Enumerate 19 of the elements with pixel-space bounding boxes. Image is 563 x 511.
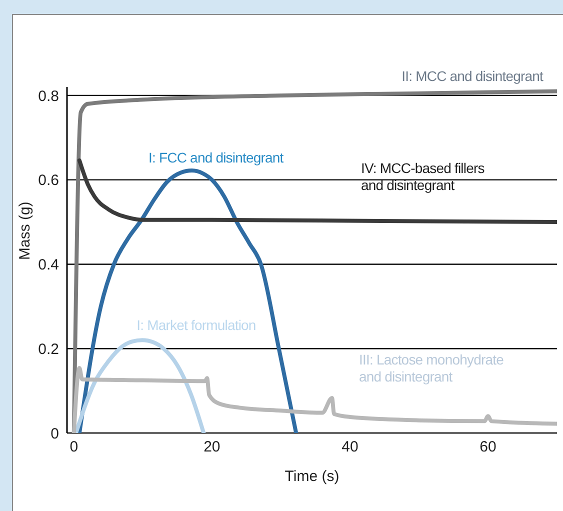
line-series [77,168,298,433]
text: III: Lactose monohydrate and disintegrant [359,352,504,385]
x-axis-title: Time (s) [284,468,340,485]
x-tick-label: 40 [342,438,358,456]
y-axis-title: Mass (g) [16,202,34,260]
line-series [72,366,557,433]
y-tick-label: 0.6 [38,172,59,190]
line-series [74,338,206,433]
y-tick-label: 0.8 [38,88,59,105]
y-tick-label: 0.2 [38,340,59,358]
y-tick-label: 0 [50,425,59,442]
series-label: IV: MCC-based fillers and disintegrant [361,160,485,194]
series-label: II: MCC and disintegrant [402,68,544,84]
series-label: I: Market formulation [136,317,256,334]
series-label: I: FCC and disintegrant [148,150,284,166]
x-tick-label: 60 [480,438,496,456]
y-tick-label: 0.4 [38,256,59,274]
x-tick-label: 20 [204,438,220,456]
x-tick-label: 0 [70,438,78,456]
